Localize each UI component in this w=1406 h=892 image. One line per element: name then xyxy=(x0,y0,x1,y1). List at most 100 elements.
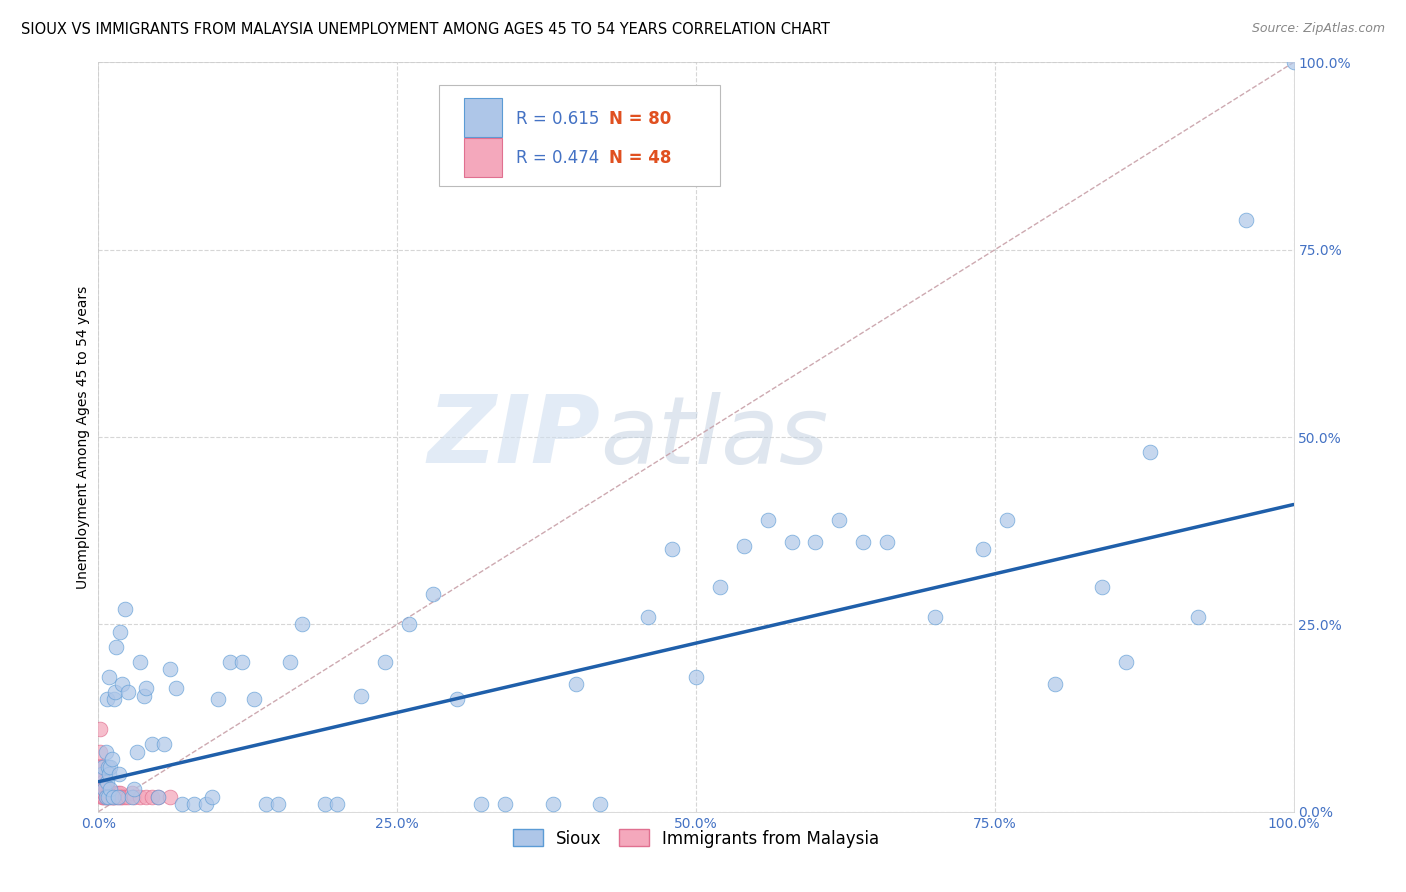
Point xyxy=(107,767,129,781)
Point xyxy=(103,789,125,804)
Point xyxy=(91,789,114,804)
Point xyxy=(141,737,163,751)
Point xyxy=(97,760,120,774)
Point xyxy=(107,789,129,804)
Point xyxy=(93,789,115,804)
Point xyxy=(446,692,468,706)
Point xyxy=(101,789,124,804)
Point xyxy=(148,789,170,804)
Point xyxy=(852,535,875,549)
Point xyxy=(153,737,176,751)
Point xyxy=(589,797,612,812)
Point xyxy=(90,774,112,789)
Point xyxy=(165,681,187,695)
Point xyxy=(89,760,111,774)
Point xyxy=(243,692,266,706)
Point xyxy=(105,789,128,804)
Point xyxy=(685,670,707,684)
Point xyxy=(350,689,373,703)
Point xyxy=(972,542,994,557)
Point xyxy=(108,786,131,800)
Point xyxy=(828,512,851,526)
Point xyxy=(114,602,136,616)
Point xyxy=(231,655,253,669)
Point xyxy=(159,789,181,804)
Point xyxy=(374,655,396,669)
Point xyxy=(135,681,157,695)
Point xyxy=(110,789,132,804)
Point xyxy=(267,797,290,812)
Point xyxy=(494,797,516,812)
Point xyxy=(91,779,114,793)
Point xyxy=(100,786,122,800)
Point xyxy=(111,677,134,691)
Text: R = 0.474: R = 0.474 xyxy=(516,149,599,168)
Point xyxy=(96,774,118,789)
Point xyxy=(98,786,122,800)
Point xyxy=(93,786,115,800)
Point xyxy=(98,782,122,797)
Point xyxy=(124,782,146,797)
Point xyxy=(117,789,139,804)
Point xyxy=(100,789,122,804)
Point xyxy=(114,789,136,804)
Text: atlas: atlas xyxy=(600,392,828,483)
Text: ZIP: ZIP xyxy=(427,391,600,483)
Point xyxy=(132,689,155,703)
Point xyxy=(107,786,129,800)
Y-axis label: Unemployment Among Ages 45 to 54 years: Unemployment Among Ages 45 to 54 years xyxy=(76,285,90,589)
Point xyxy=(117,685,139,699)
Point xyxy=(1139,445,1161,459)
Point xyxy=(104,685,127,699)
Text: N = 48: N = 48 xyxy=(609,149,671,168)
FancyBboxPatch shape xyxy=(464,138,502,178)
Point xyxy=(756,512,779,526)
Point xyxy=(141,789,163,804)
Point xyxy=(98,767,121,781)
Point xyxy=(637,610,659,624)
Legend: Sioux, Immigrants from Malaysia: Sioux, Immigrants from Malaysia xyxy=(505,821,887,855)
Point xyxy=(97,789,120,804)
Point xyxy=(111,789,134,804)
Point xyxy=(733,539,755,553)
Point xyxy=(876,535,898,549)
Point xyxy=(105,640,128,654)
Point xyxy=(108,624,131,639)
FancyBboxPatch shape xyxy=(464,98,502,137)
Point xyxy=(422,587,444,601)
Point xyxy=(172,797,194,812)
Point xyxy=(98,670,121,684)
Point xyxy=(201,789,224,804)
Point xyxy=(104,786,127,800)
Point xyxy=(96,789,118,804)
Point xyxy=(1115,655,1137,669)
Point xyxy=(98,789,122,804)
Point xyxy=(709,580,731,594)
FancyBboxPatch shape xyxy=(439,85,720,186)
Point xyxy=(89,782,111,797)
Point xyxy=(98,786,121,800)
Point xyxy=(98,789,121,804)
Point xyxy=(100,752,122,766)
Point xyxy=(93,782,115,797)
Point xyxy=(96,692,118,706)
Point xyxy=(565,677,588,691)
Point xyxy=(1091,580,1114,594)
Point xyxy=(924,610,946,624)
Point xyxy=(94,782,117,797)
Point xyxy=(90,782,112,797)
Point xyxy=(135,789,157,804)
Point xyxy=(101,786,124,800)
Point xyxy=(804,535,827,549)
Point xyxy=(97,786,120,800)
Point xyxy=(195,797,218,812)
Point xyxy=(398,617,420,632)
Point xyxy=(91,760,114,774)
Point xyxy=(125,745,148,759)
Text: R = 0.615: R = 0.615 xyxy=(516,110,599,128)
Point xyxy=(541,797,564,812)
Point xyxy=(780,535,803,549)
Point xyxy=(219,655,242,669)
Point xyxy=(148,789,170,804)
Point xyxy=(121,789,143,804)
